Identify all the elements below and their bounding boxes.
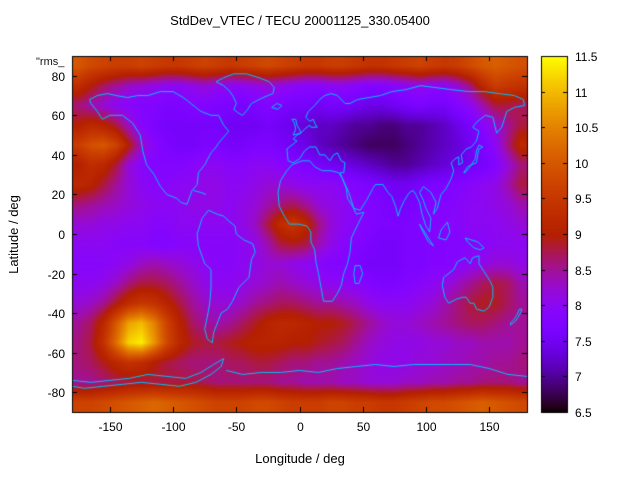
colorbar-tick-label: 9 bbox=[575, 227, 582, 242]
x-axis-label: Longitude / deg bbox=[255, 451, 345, 466]
y-axis-label: Latitude / deg bbox=[5, 194, 21, 274]
x-tick-label: 100 bbox=[416, 420, 437, 434]
colorbar-tick-label: 11.5 bbox=[575, 49, 598, 64]
y-tick-label: 40 bbox=[51, 148, 65, 163]
colorbar-tick-label: 11 bbox=[575, 85, 588, 100]
y-tick-label: -60 bbox=[47, 346, 65, 361]
colorbar-tick-label: 6.5 bbox=[575, 405, 592, 420]
y-tick-label: 80 bbox=[51, 69, 65, 84]
y-tick-label: 0 bbox=[58, 227, 65, 242]
y-tick-label: -20 bbox=[47, 267, 65, 282]
x-tick-label: 50 bbox=[356, 420, 371, 434]
y-axis-label-wrap: Latitude / deg bbox=[0, 56, 26, 412]
x-tick-label: -100 bbox=[161, 420, 186, 434]
x-tick-label: 150 bbox=[479, 420, 500, 434]
colorbar-tick-label: 7 bbox=[575, 369, 582, 384]
colorbar-tick-label: 9.5 bbox=[575, 191, 592, 206]
x-tick-label: 0 bbox=[297, 420, 304, 434]
colorbar-tick-label: 10 bbox=[575, 156, 589, 171]
y-tick-label: -40 bbox=[47, 306, 65, 321]
y-tick-label: 60 bbox=[51, 108, 65, 123]
corner-annotation: "rms_ bbox=[36, 56, 65, 68]
x-tick-label: -50 bbox=[227, 420, 246, 434]
y-tick-label: 20 bbox=[51, 187, 65, 202]
colorbar-tick-label: 8 bbox=[575, 298, 582, 313]
x-tick-label: -150 bbox=[98, 420, 123, 434]
colorbar-tick-label: 7.5 bbox=[575, 334, 592, 349]
colorbar-tick-label: 10.5 bbox=[575, 120, 599, 135]
chart-title: StdDev_VTEC / TECU 20001125_330.05400 bbox=[170, 13, 430, 28]
y-tick-label: -80 bbox=[47, 385, 65, 400]
colorbar-tick-label: 8.5 bbox=[575, 263, 592, 278]
